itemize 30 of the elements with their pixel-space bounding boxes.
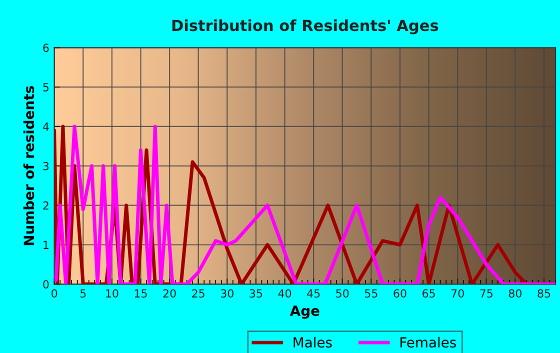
x-tick-label: 60 xyxy=(394,289,406,298)
legend-label: Females xyxy=(400,336,456,348)
legend-label: Males xyxy=(294,336,332,348)
y-tick-label: 3 xyxy=(43,162,49,170)
x-tick-label: 45 xyxy=(307,289,320,298)
x-tick-label: 5 xyxy=(80,289,86,298)
x-tick-label: 50 xyxy=(336,289,349,298)
x-axis-title: Age xyxy=(290,306,320,319)
y-tick-label: 5 xyxy=(43,83,48,92)
y-tick-label: 6 xyxy=(43,44,49,52)
x-tick-label: 15 xyxy=(134,289,147,298)
x-tick-label: 40 xyxy=(278,289,292,298)
x-tick-label: 10 xyxy=(106,289,118,298)
x-tick-label: 35 xyxy=(250,289,262,298)
x-tick-label: 75 xyxy=(480,289,492,298)
y-tick-label: 2 xyxy=(43,201,48,210)
y-axis-title: Number of residents xyxy=(23,86,34,246)
chart-title: Distribution of Residents' Ages xyxy=(172,19,438,34)
x-tick-label: 80 xyxy=(508,289,522,298)
x-tick-label: 70 xyxy=(451,289,464,298)
y-tick-label: 0 xyxy=(43,280,49,289)
x-tick-label: 65 xyxy=(422,289,435,298)
y-tick-label: 4 xyxy=(42,122,49,131)
x-tick-label: 20 xyxy=(163,289,176,298)
x-tick-label: 55 xyxy=(364,289,378,298)
x-tick-label: 25 xyxy=(192,289,204,298)
x-tick-label: 0 xyxy=(52,289,58,298)
x-tick-label: 85 xyxy=(538,289,550,298)
x-tick-label: 30 xyxy=(220,289,234,298)
y-tick-label: 1 xyxy=(44,240,48,249)
